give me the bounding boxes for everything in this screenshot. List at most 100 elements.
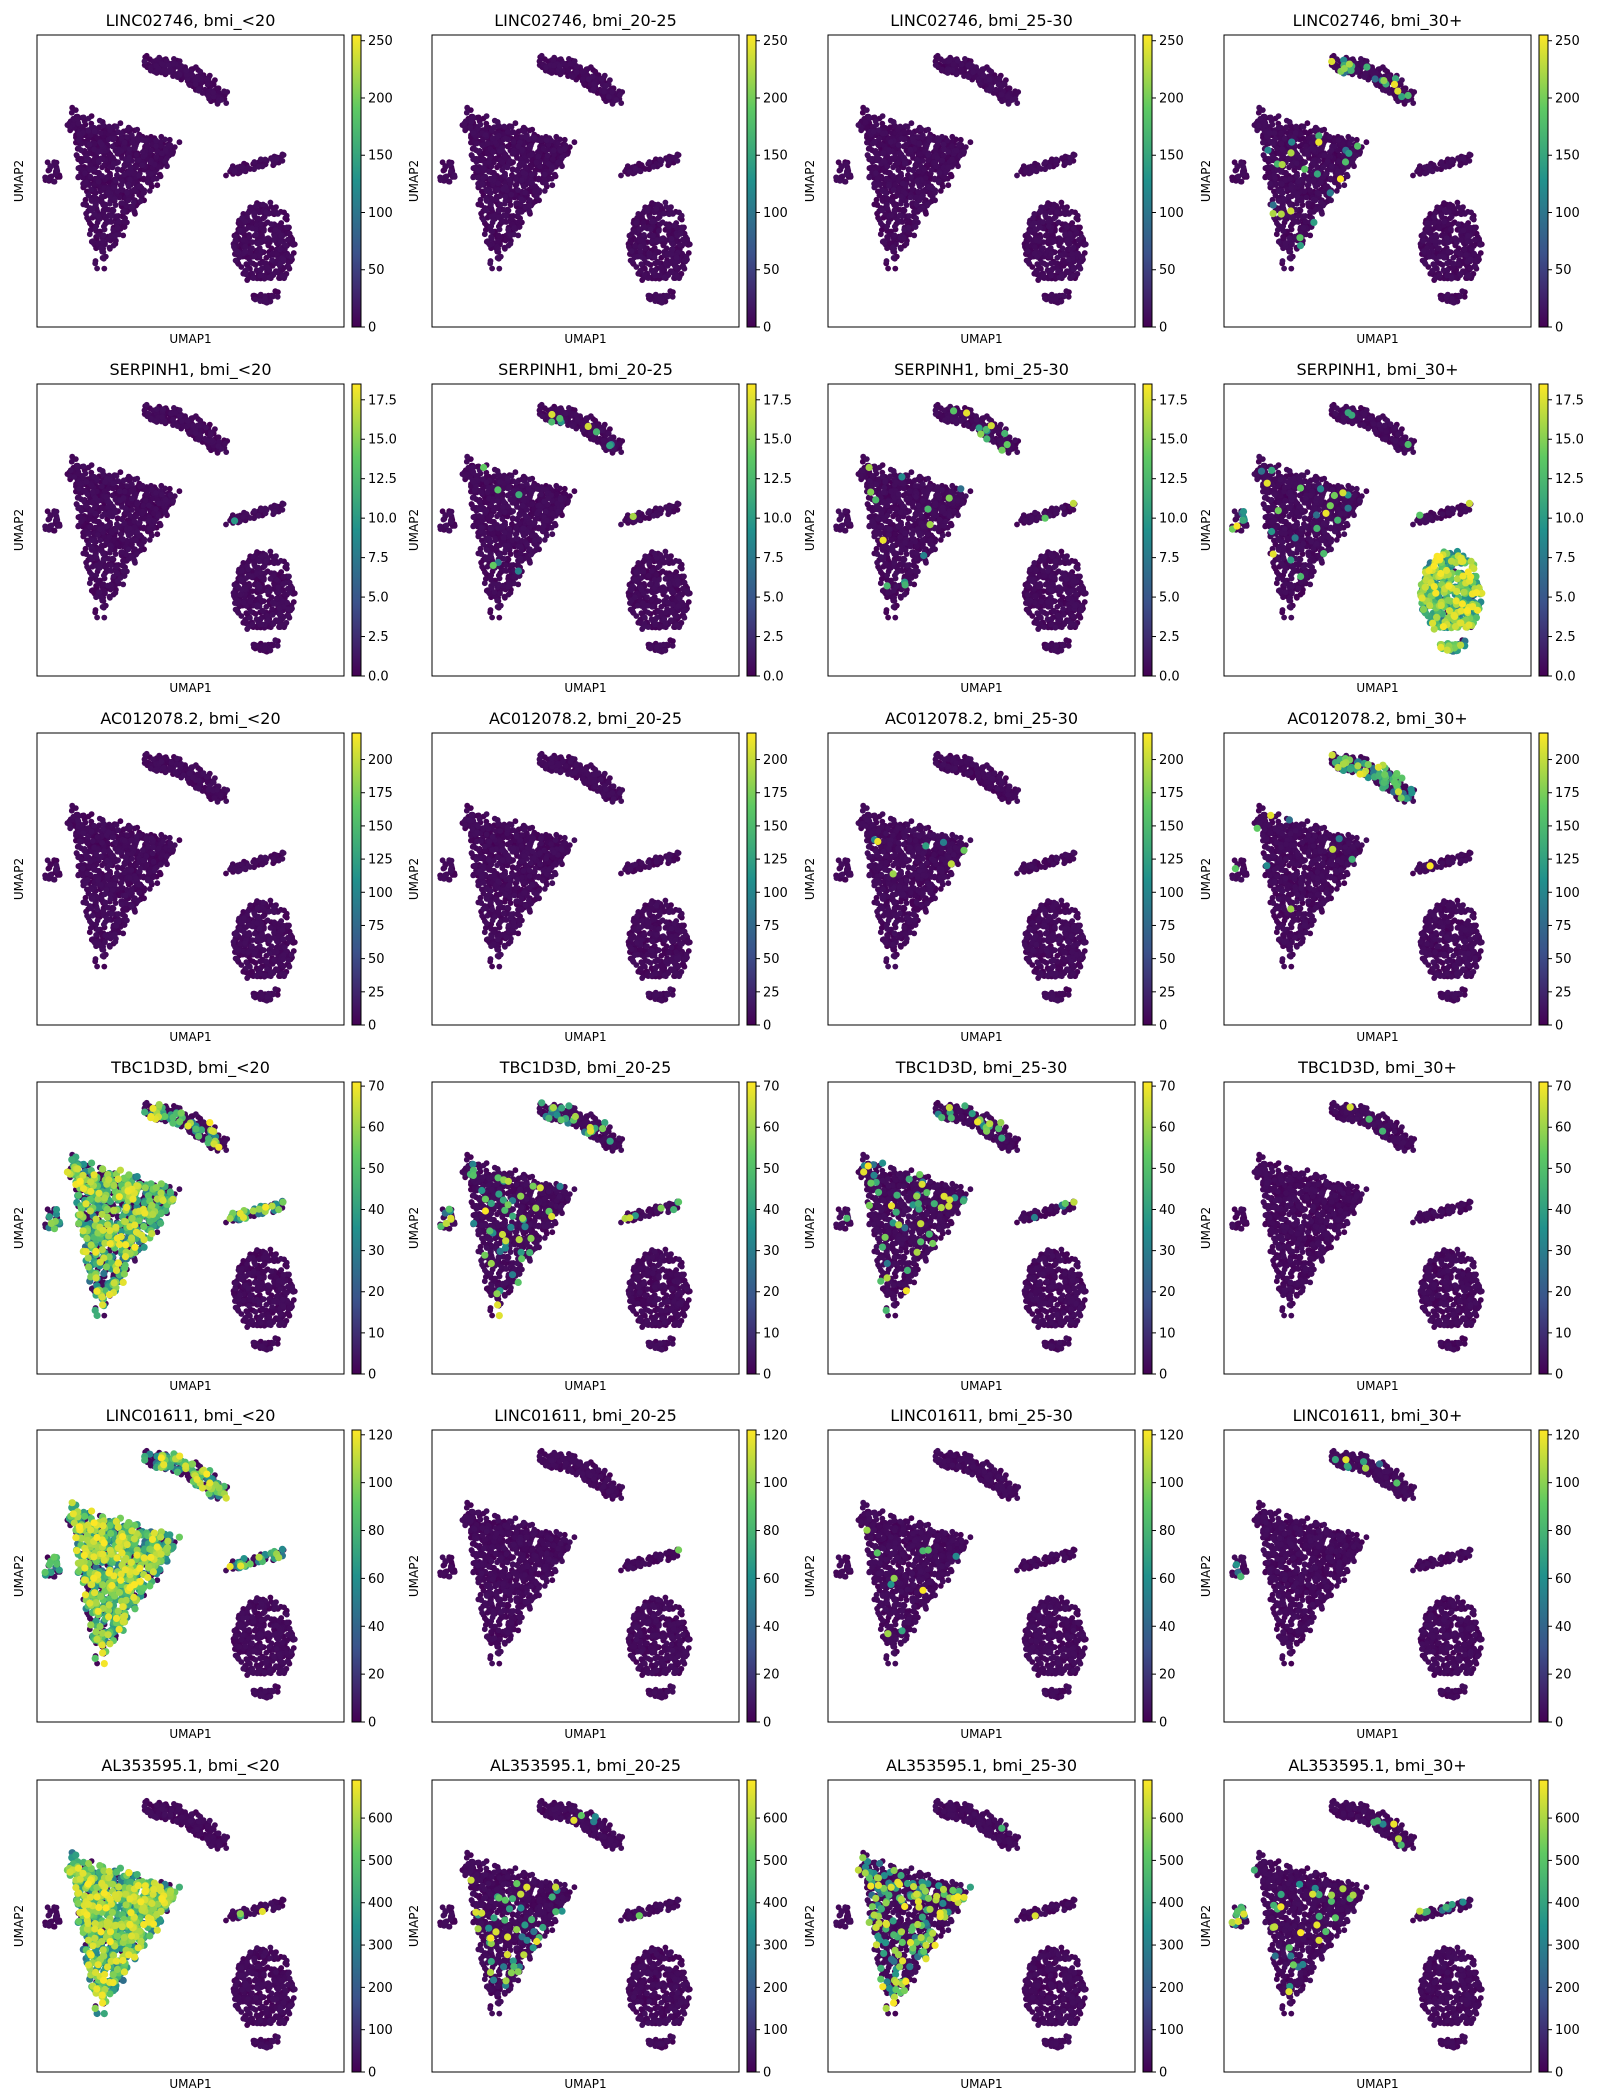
data-point	[898, 135, 905, 142]
data-point	[967, 139, 974, 146]
data-point	[882, 190, 889, 197]
data-point	[901, 160, 908, 167]
data-point	[106, 200, 113, 207]
data-point	[870, 128, 877, 135]
data-point	[240, 237, 247, 243]
data-point	[901, 234, 907, 241]
data-point	[833, 174, 840, 181]
colorbar-tick-label: 200	[368, 91, 393, 106]
data-point	[881, 238, 887, 245]
data-point	[945, 182, 952, 189]
data-point	[194, 74, 201, 81]
data-point	[499, 144, 506, 151]
data-point	[495, 207, 502, 214]
data-point	[901, 226, 908, 233]
data-point	[884, 223, 891, 230]
data-point	[467, 124, 474, 131]
data-point	[932, 160, 939, 166]
data-point	[1059, 245, 1066, 252]
data-point	[159, 61, 166, 67]
data-point	[232, 233, 239, 240]
data-point	[489, 265, 495, 272]
data-point	[140, 190, 147, 197]
data-point	[83, 210, 89, 217]
data-point	[543, 180, 549, 187]
data-point	[939, 66, 945, 73]
data-point	[87, 173, 94, 180]
data-point	[949, 156, 955, 163]
data-point	[618, 172, 624, 179]
data-point	[662, 199, 669, 206]
data-point	[280, 256, 287, 263]
umap-panel: LINC02746, bmi_30+UMAP1UMAP2050100150200…	[1199, 11, 1580, 346]
data-point	[684, 256, 690, 263]
data-point	[535, 153, 542, 160]
data-point	[864, 139, 870, 146]
umap-panel: LINC02746, bmi_25-30UMAP1UMAP20501001502…	[803, 11, 1184, 346]
colorbar-tick-label: 50	[1159, 263, 1176, 278]
data-point	[555, 140, 561, 147]
data-point	[279, 273, 285, 279]
data-point	[1039, 245, 1045, 252]
data-point	[871, 138, 878, 145]
data-point	[1051, 215, 1058, 222]
data-point	[101, 265, 108, 272]
data-point	[186, 82, 193, 88]
data-point	[1066, 159, 1073, 166]
data-point	[581, 81, 587, 87]
data-point	[74, 116, 81, 122]
data-point	[146, 188, 153, 194]
data-point	[100, 223, 107, 230]
data-point	[156, 54, 163, 61]
data-point	[257, 267, 264, 273]
data-point	[114, 188, 121, 195]
data-point	[137, 198, 144, 205]
data-point	[939, 157, 946, 164]
data-point	[105, 189, 112, 196]
data-point	[285, 236, 291, 243]
data-point	[900, 154, 907, 161]
data-point	[880, 149, 887, 156]
data-point	[148, 147, 154, 154]
data-point	[262, 299, 269, 306]
data-point	[502, 135, 509, 142]
data-point	[855, 122, 862, 128]
data-point	[934, 155, 941, 161]
data-point	[479, 181, 486, 187]
data-point	[288, 253, 295, 260]
data-point	[1055, 219, 1062, 226]
data-point	[495, 214, 502, 221]
colorbar-tick-label: 0	[763, 321, 771, 336]
data-point	[886, 147, 892, 154]
data-point	[152, 69, 159, 75]
data-point	[479, 142, 486, 149]
data-point	[204, 81, 211, 88]
data-point	[936, 169, 943, 176]
data-point	[183, 67, 190, 74]
data-point	[82, 170, 88, 177]
data-point	[629, 258, 636, 265]
data-point	[205, 92, 212, 99]
data-point	[903, 240, 910, 247]
data-point	[911, 208, 918, 215]
data-point	[540, 145, 547, 152]
data-point	[880, 157, 887, 164]
data-point	[99, 255, 106, 261]
data-point	[528, 151, 535, 158]
data-point	[862, 119, 869, 126]
data-point	[669, 293, 676, 300]
data-point	[126, 124, 132, 131]
data-point	[909, 135, 916, 142]
data-point	[497, 201, 504, 208]
data-point	[941, 146, 947, 153]
data-point	[657, 157, 664, 164]
data-point	[923, 142, 930, 149]
data-point	[127, 164, 134, 171]
data-point	[519, 146, 526, 153]
data-point	[962, 56, 968, 62]
data-point	[889, 244, 896, 251]
data-point	[935, 137, 942, 144]
data-point	[888, 198, 895, 205]
data-point	[64, 122, 71, 128]
data-point	[633, 264, 640, 270]
